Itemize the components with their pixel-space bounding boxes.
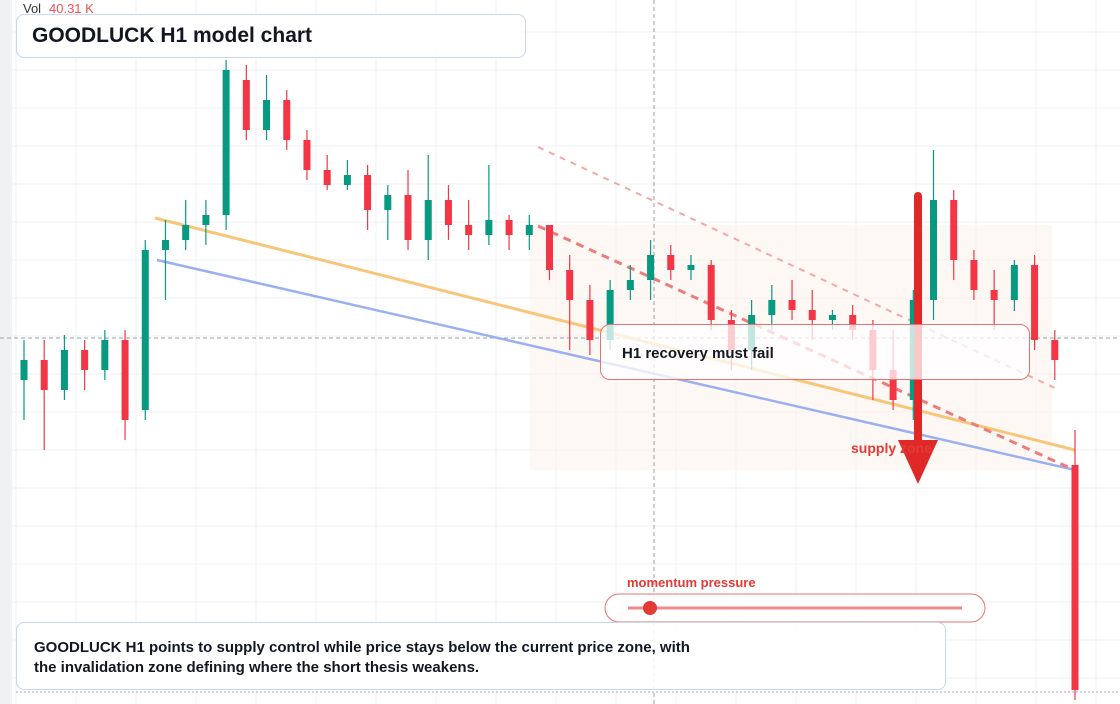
candle-body	[687, 265, 695, 270]
candle-body	[1031, 265, 1039, 340]
arrow-head	[898, 440, 938, 484]
candle-body	[20, 360, 28, 380]
candle-body	[222, 70, 230, 215]
candle-body	[182, 225, 190, 240]
candle-body	[101, 340, 109, 370]
candle-body	[364, 175, 372, 210]
title-box	[16, 14, 526, 58]
candle-body	[525, 225, 533, 235]
caption-box	[16, 622, 946, 690]
candle-body	[242, 80, 250, 130]
candle-body	[1010, 265, 1018, 300]
candle-body	[263, 100, 271, 130]
candle-body	[404, 195, 412, 240]
candle-body	[121, 340, 129, 420]
candle-body	[808, 310, 816, 320]
candle-body	[343, 175, 351, 185]
candle-body	[303, 140, 311, 170]
callout-box	[600, 324, 1030, 380]
candle-body	[283, 100, 291, 140]
caption: GOODLUCK H1 points to supply control whi…	[34, 639, 690, 676]
volume-label: Vol	[23, 1, 42, 16]
candle-body	[161, 240, 169, 250]
candle-body	[1071, 465, 1079, 690]
chart-title: GOODLUCK H1 model chart	[32, 24, 313, 47]
candle-body	[444, 200, 452, 225]
candle-body	[586, 300, 594, 340]
candle-body	[828, 315, 836, 320]
candle-body	[60, 350, 68, 390]
left-strip	[0, 0, 12, 704]
callout: H1 recovery must fail	[622, 345, 774, 362]
candle-body	[141, 250, 149, 410]
candle-body	[707, 265, 715, 320]
candle-body	[465, 225, 473, 235]
candle-body	[768, 300, 776, 315]
candle-body	[323, 170, 331, 185]
candle-body	[424, 200, 432, 240]
candle-body	[566, 270, 574, 300]
candle-body	[505, 220, 513, 235]
volume-value: 40.31 K	[49, 1, 94, 16]
candle-body	[930, 200, 938, 300]
candle-body	[667, 255, 675, 270]
candle-body	[202, 215, 210, 225]
candle-body	[647, 255, 655, 280]
candle-body	[970, 260, 978, 290]
candle-body	[889, 370, 897, 400]
candle-body	[384, 195, 392, 210]
candle-body	[950, 200, 958, 260]
candle-body	[81, 350, 89, 370]
candle-body	[990, 290, 998, 300]
candle-body	[485, 220, 493, 235]
candle-body	[1051, 340, 1059, 360]
zone-label: supply zone	[851, 440, 932, 456]
candle-body	[606, 290, 614, 340]
candle-body	[546, 225, 553, 270]
indicator-label: momentum pressure	[627, 575, 756, 590]
candle-body	[849, 315, 857, 330]
candle-body	[40, 360, 48, 390]
candle-body	[788, 300, 796, 310]
candle-body	[626, 280, 634, 290]
indicator-dot	[643, 601, 657, 615]
